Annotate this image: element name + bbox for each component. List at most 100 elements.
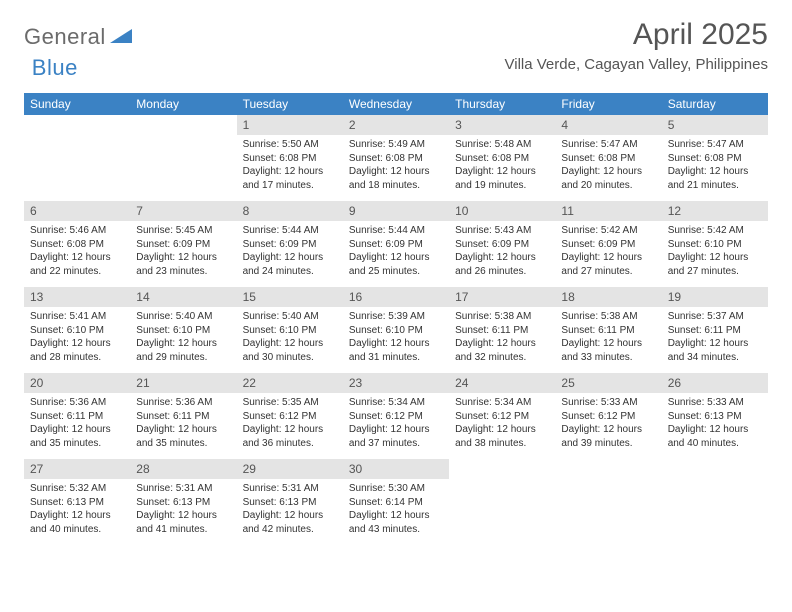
day-details: Sunrise: 5:40 AMSunset: 6:10 PMDaylight:… [130,307,236,367]
calendar-day-cell: 10Sunrise: 5:43 AMSunset: 6:09 PMDayligh… [449,201,555,287]
day-details: Sunrise: 5:47 AMSunset: 6:08 PMDaylight:… [662,135,768,195]
day-details: Sunrise: 5:47 AMSunset: 6:08 PMDaylight:… [555,135,661,195]
day-details: Sunrise: 5:33 AMSunset: 6:13 PMDaylight:… [662,393,768,453]
calendar-day-cell: 28Sunrise: 5:31 AMSunset: 6:13 PMDayligh… [130,459,236,545]
day-number: 22 [237,373,343,393]
day-details: Sunrise: 5:50 AMSunset: 6:08 PMDaylight:… [237,135,343,195]
day-number: 10 [449,201,555,221]
calendar-day-cell: 13Sunrise: 5:41 AMSunset: 6:10 PMDayligh… [24,287,130,373]
brand-part1: General [24,24,106,50]
calendar-day-cell: 17Sunrise: 5:38 AMSunset: 6:11 PMDayligh… [449,287,555,373]
day-number: 8 [237,201,343,221]
day-number: 5 [662,115,768,135]
day-number: 6 [24,201,130,221]
day-number: 16 [343,287,449,307]
day-details: Sunrise: 5:36 AMSunset: 6:11 PMDaylight:… [24,393,130,453]
calendar-day-cell [130,115,236,201]
calendar-day-cell: 11Sunrise: 5:42 AMSunset: 6:09 PMDayligh… [555,201,661,287]
day-details: Sunrise: 5:30 AMSunset: 6:14 PMDaylight:… [343,479,449,539]
day-details: Sunrise: 5:42 AMSunset: 6:10 PMDaylight:… [662,221,768,281]
day-details: Sunrise: 5:36 AMSunset: 6:11 PMDaylight:… [130,393,236,453]
day-number: 26 [662,373,768,393]
weekday-header: Friday [555,93,661,115]
calendar-day-cell [662,459,768,545]
calendar-day-cell [555,459,661,545]
calendar-day-cell: 9Sunrise: 5:44 AMSunset: 6:09 PMDaylight… [343,201,449,287]
day-details: Sunrise: 5:48 AMSunset: 6:08 PMDaylight:… [449,135,555,195]
calendar-day-cell: 20Sunrise: 5:36 AMSunset: 6:11 PMDayligh… [24,373,130,459]
calendar-week-row: 20Sunrise: 5:36 AMSunset: 6:11 PMDayligh… [24,373,768,459]
calendar-body: 1Sunrise: 5:50 AMSunset: 6:08 PMDaylight… [24,115,768,545]
calendar-day-cell: 7Sunrise: 5:45 AMSunset: 6:09 PMDaylight… [130,201,236,287]
calendar-week-row: 13Sunrise: 5:41 AMSunset: 6:10 PMDayligh… [24,287,768,373]
brand-logo: General [24,24,134,50]
day-number: 18 [555,287,661,307]
calendar-day-cell [449,459,555,545]
day-number: 1 [237,115,343,135]
day-number: 21 [130,373,236,393]
day-number: 24 [449,373,555,393]
calendar-day-cell: 26Sunrise: 5:33 AMSunset: 6:13 PMDayligh… [662,373,768,459]
calendar-day-cell: 14Sunrise: 5:40 AMSunset: 6:10 PMDayligh… [130,287,236,373]
day-number: 7 [130,201,236,221]
calendar-day-cell: 12Sunrise: 5:42 AMSunset: 6:10 PMDayligh… [662,201,768,287]
day-number: 17 [449,287,555,307]
day-details: Sunrise: 5:43 AMSunset: 6:09 PMDaylight:… [449,221,555,281]
location-text: Villa Verde, Cagayan Valley, Philippines [505,56,769,73]
day-number: 28 [130,459,236,479]
calendar-day-cell: 1Sunrise: 5:50 AMSunset: 6:08 PMDaylight… [237,115,343,201]
day-details: Sunrise: 5:31 AMSunset: 6:13 PMDaylight:… [130,479,236,539]
calendar-day-cell: 25Sunrise: 5:33 AMSunset: 6:12 PMDayligh… [555,373,661,459]
title-block: April 2025 Villa Verde, Cagayan Valley, … [505,18,769,73]
day-details: Sunrise: 5:40 AMSunset: 6:10 PMDaylight:… [237,307,343,367]
weekday-header: Sunday [24,93,130,115]
day-details: Sunrise: 5:34 AMSunset: 6:12 PMDaylight:… [343,393,449,453]
day-number: 3 [449,115,555,135]
day-details: Sunrise: 5:49 AMSunset: 6:08 PMDaylight:… [343,135,449,195]
calendar-day-cell: 5Sunrise: 5:47 AMSunset: 6:08 PMDaylight… [662,115,768,201]
day-details: Sunrise: 5:41 AMSunset: 6:10 PMDaylight:… [24,307,130,367]
day-number: 19 [662,287,768,307]
calendar-week-row: 27Sunrise: 5:32 AMSunset: 6:13 PMDayligh… [24,459,768,545]
day-number: 29 [237,459,343,479]
day-details: Sunrise: 5:32 AMSunset: 6:13 PMDaylight:… [24,479,130,539]
day-details: Sunrise: 5:34 AMSunset: 6:12 PMDaylight:… [449,393,555,453]
day-number: 12 [662,201,768,221]
calendar-day-cell: 21Sunrise: 5:36 AMSunset: 6:11 PMDayligh… [130,373,236,459]
logo-triangle-icon [110,27,132,48]
day-number: 30 [343,459,449,479]
month-title: April 2025 [505,18,769,52]
calendar-day-cell: 4Sunrise: 5:47 AMSunset: 6:08 PMDaylight… [555,115,661,201]
weekday-header: Saturday [662,93,768,115]
weekday-header: Thursday [449,93,555,115]
day-number: 14 [130,287,236,307]
day-number: 23 [343,373,449,393]
day-details: Sunrise: 5:31 AMSunset: 6:13 PMDaylight:… [237,479,343,539]
calendar-day-cell: 30Sunrise: 5:30 AMSunset: 6:14 PMDayligh… [343,459,449,545]
calendar-day-cell: 27Sunrise: 5:32 AMSunset: 6:13 PMDayligh… [24,459,130,545]
calendar-day-cell [24,115,130,201]
calendar-day-cell: 24Sunrise: 5:34 AMSunset: 6:12 PMDayligh… [449,373,555,459]
day-details: Sunrise: 5:38 AMSunset: 6:11 PMDaylight:… [449,307,555,367]
weekday-header: Tuesday [237,93,343,115]
calendar-week-row: 1Sunrise: 5:50 AMSunset: 6:08 PMDaylight… [24,115,768,201]
calendar-day-cell: 6Sunrise: 5:46 AMSunset: 6:08 PMDaylight… [24,201,130,287]
calendar-table: SundayMondayTuesdayWednesdayThursdayFrid… [24,93,768,545]
day-details: Sunrise: 5:46 AMSunset: 6:08 PMDaylight:… [24,221,130,281]
calendar-day-cell: 2Sunrise: 5:49 AMSunset: 6:08 PMDaylight… [343,115,449,201]
calendar-week-row: 6Sunrise: 5:46 AMSunset: 6:08 PMDaylight… [24,201,768,287]
day-details: Sunrise: 5:33 AMSunset: 6:12 PMDaylight:… [555,393,661,453]
day-number: 20 [24,373,130,393]
day-number: 9 [343,201,449,221]
calendar-day-cell: 18Sunrise: 5:38 AMSunset: 6:11 PMDayligh… [555,287,661,373]
calendar-day-cell: 22Sunrise: 5:35 AMSunset: 6:12 PMDayligh… [237,373,343,459]
day-number: 25 [555,373,661,393]
day-details: Sunrise: 5:39 AMSunset: 6:10 PMDaylight:… [343,307,449,367]
day-details: Sunrise: 5:37 AMSunset: 6:11 PMDaylight:… [662,307,768,367]
day-details: Sunrise: 5:45 AMSunset: 6:09 PMDaylight:… [130,221,236,281]
calendar-day-cell: 19Sunrise: 5:37 AMSunset: 6:11 PMDayligh… [662,287,768,373]
day-number: 15 [237,287,343,307]
day-details: Sunrise: 5:42 AMSunset: 6:09 PMDaylight:… [555,221,661,281]
calendar-day-cell: 16Sunrise: 5:39 AMSunset: 6:10 PMDayligh… [343,287,449,373]
brand-part2: Blue [32,55,78,81]
